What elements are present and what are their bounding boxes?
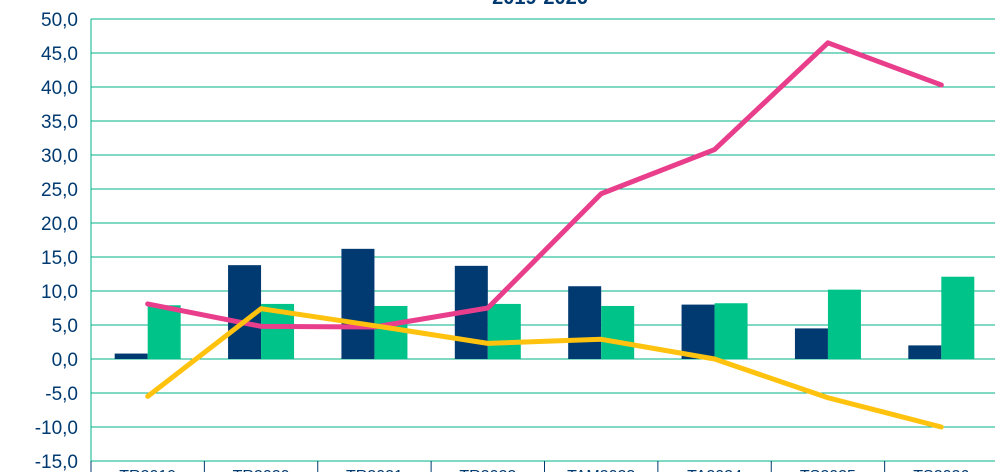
x-tick-label: TS2025 — [800, 468, 856, 472]
line-series — [145, 306, 944, 430]
bar — [941, 276, 975, 359]
y-tick-label: -15,0 — [35, 452, 78, 472]
x-tick-label: TS2026 — [913, 468, 969, 472]
y-tick-label: 20,0 — [41, 214, 78, 235]
x-tick-label: TR2022 — [459, 468, 516, 472]
bar — [568, 286, 602, 359]
y-tick-label: 15,0 — [41, 248, 78, 269]
y-tick-label: 5,0 — [52, 316, 78, 337]
y-tick-label: 40,0 — [41, 78, 78, 99]
bar — [341, 248, 375, 359]
y-tick-label: 0,0 — [52, 350, 78, 371]
bar — [714, 303, 748, 359]
y-tick-label: -10,0 — [35, 418, 78, 439]
bar — [827, 289, 861, 359]
y-tick-label: 30,0 — [41, 146, 78, 167]
bar — [487, 303, 521, 359]
bar — [681, 304, 715, 359]
x-tick-label: TR2020 — [233, 468, 290, 472]
bar — [601, 305, 635, 359]
y-tick-label: 25,0 — [41, 180, 78, 201]
bar — [794, 328, 828, 359]
bar — [114, 353, 148, 359]
x-tick-label: TR2021 — [346, 468, 403, 472]
y-tick-label: 45,0 — [41, 44, 78, 65]
x-tick-label: TA2024 — [687, 468, 742, 472]
chart-title: 2019-2026 — [492, 0, 588, 9]
line-series — [145, 40, 944, 330]
y-tick-label: 10,0 — [41, 282, 78, 303]
y-tick-label: 35,0 — [41, 112, 78, 133]
x-tick-label: TR2019 — [119, 468, 176, 472]
bar — [147, 305, 181, 359]
bar — [908, 345, 942, 359]
x-tick-label: TAM2023 — [567, 468, 635, 472]
y-tick-label: 50,0 — [41, 10, 78, 31]
y-tick-label: -5,0 — [45, 384, 78, 405]
